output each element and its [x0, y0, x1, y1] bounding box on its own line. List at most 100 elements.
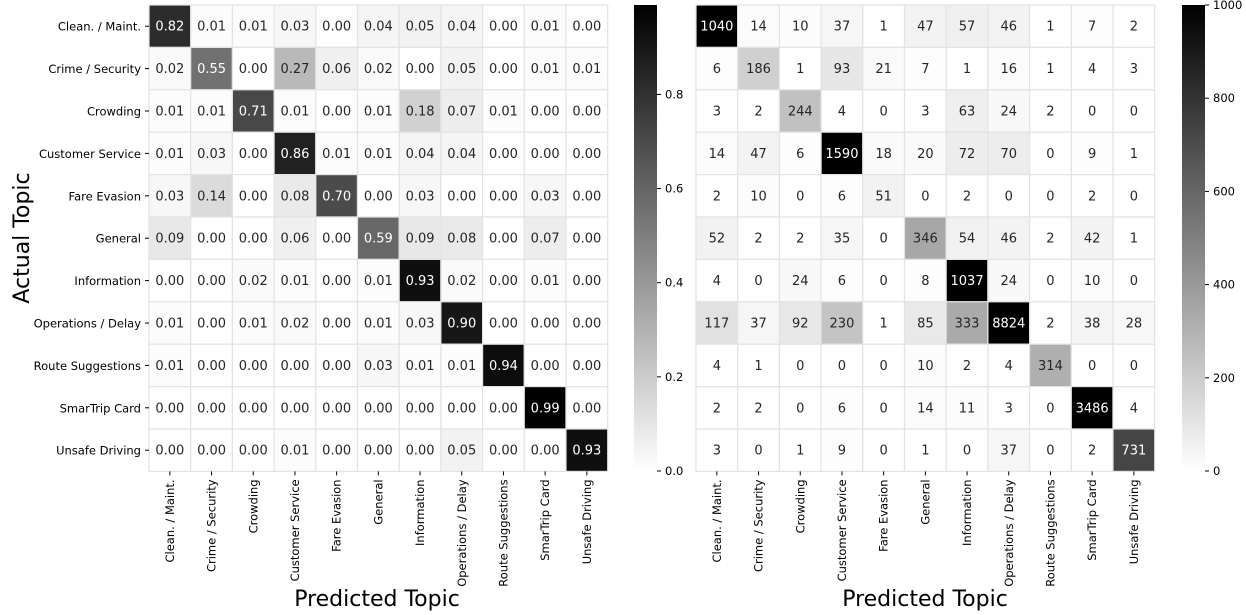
x-tick-label: Operations / Delay	[1002, 479, 1016, 587]
y-tick-label: Unsafe Driving	[56, 444, 141, 458]
cell-value-label: 70	[1000, 147, 1017, 162]
cell-value-label: 0.01	[364, 317, 393, 332]
heatmap-cell	[945, 386, 989, 430]
heatmap-cell	[356, 174, 400, 218]
cell-value-label: 0.01	[155, 359, 184, 374]
cell-value-label: 4	[713, 359, 721, 374]
cell-value-label: 314	[1038, 359, 1063, 374]
colorbar-tick-label: 0.4	[665, 276, 683, 290]
heatmap-cell	[987, 89, 1031, 133]
cell-value-label: 0.00	[197, 401, 226, 416]
cell-value-label: 0.00	[322, 444, 351, 459]
heatmap-cell	[190, 428, 233, 473]
cell-value-label: 0	[921, 189, 929, 204]
cell-value-label: 0.00	[239, 232, 268, 247]
cell-value-label: 0.00	[197, 444, 226, 459]
cell-value-label: 0.00	[364, 401, 393, 416]
heatmap-cell	[148, 258, 192, 303]
y-tick-label: Customer Service	[39, 147, 141, 161]
heatmap-cell	[695, 386, 739, 430]
heatmap-cell	[778, 258, 822, 303]
x-tick-label: Unsafe Driving	[580, 479, 594, 564]
cell-value-label: 6	[838, 189, 846, 204]
cell-value-label: 28	[1126, 317, 1143, 332]
x-tick-labels: Clean. / Maint. Crime / Security Crowding C…	[163, 471, 594, 587]
cell-value-label: 0.01	[197, 20, 226, 35]
heatmap-cell	[737, 89, 781, 133]
heatmap-cell	[231, 46, 275, 91]
cell-value-label: 0.09	[155, 232, 184, 247]
heatmap-cell	[737, 258, 781, 303]
heatmap-cell	[1070, 216, 1114, 261]
cell-value-label: 0.00	[280, 401, 309, 416]
x-tick-label: Customer Service	[288, 479, 302, 581]
cell-value-label: 8824	[992, 317, 1025, 332]
cell-value-label: 14	[917, 401, 934, 416]
cell-value-label: 2	[754, 401, 762, 416]
cell-value-label: 0.00	[531, 317, 560, 332]
heatmap-cell	[482, 428, 525, 473]
heatmap-cell	[1070, 89, 1114, 133]
cell-value-label: 0.00	[447, 401, 476, 416]
heatmap-cell	[1112, 46, 1156, 91]
cell-value-label: 0.04	[447, 147, 476, 162]
heatmap-cell	[1028, 343, 1072, 388]
heatmap-cell	[523, 174, 567, 218]
cell-value-label: 1	[1130, 147, 1138, 162]
x-tick-label: SmarTrip Card	[1085, 479, 1099, 560]
count-confusion-matrix: 1040 14 10 37 1 47 57 46 1 7 26 186 1 93 21 7 1 16 1 4 33 2 24…	[695, 0, 1242, 612]
cell-value-label: 0	[880, 232, 888, 247]
cell-value-label: 0.93	[572, 444, 601, 459]
heatmap-cell	[820, 258, 864, 303]
cell-value-label: 0	[963, 444, 971, 459]
cell-value-label: 0.00	[322, 359, 351, 374]
cell-value-label: 2	[713, 189, 721, 204]
cell-value-label: 0.00	[406, 444, 435, 459]
cell-value-label: 1037	[951, 274, 984, 289]
heatmap-cell	[356, 4, 400, 49]
cell-value-label: 2	[1046, 317, 1054, 332]
heatmap-cell	[523, 301, 567, 345]
cell-value-label: 2	[1130, 20, 1138, 35]
heatmap-cell	[440, 343, 484, 388]
cell-value-label: 0.06	[322, 62, 351, 77]
cell-value-label: 24	[1000, 274, 1017, 289]
cell-value-label: 0.00	[572, 20, 601, 35]
heatmap-cell	[440, 4, 484, 49]
cell-value-label: 9	[1088, 147, 1096, 162]
heatmap-cell	[523, 343, 567, 388]
cell-value-label: 2	[1088, 189, 1096, 204]
heatmap-cell	[1028, 4, 1072, 49]
colorbar-gradient	[634, 5, 657, 471]
cell-value-label: 0.00	[197, 359, 226, 374]
heatmap-cell	[356, 46, 400, 91]
normalized-confusion-matrix: 0.82 0.01 0.01 0.03 0.00 0.04 0.05 0.04 0.00 0.01…	[10, 4, 683, 612]
y-tick-label: Clean. / Maint.	[58, 20, 141, 34]
x-tick-label: Crowding	[793, 479, 807, 533]
cell-value-label: 0.01	[531, 274, 560, 289]
cell-value-label: 0	[1005, 189, 1013, 204]
heatmap-cell	[778, 386, 822, 430]
heatmap-cell	[987, 301, 1031, 345]
cell-value-label: 9	[838, 444, 846, 459]
cell-value-label: 1	[796, 444, 804, 459]
cell-value-label: 0.00	[322, 401, 351, 416]
heatmap-cell	[778, 216, 822, 261]
cell-value-label: 0.01	[155, 105, 184, 120]
heatmap-cell	[231, 258, 275, 303]
cell-value-label: 0.00	[531, 147, 560, 162]
cell-value-label: 3	[713, 444, 721, 459]
cell-value-label: 346	[913, 232, 938, 247]
cell-value-label: 0.00	[572, 401, 601, 416]
cell-value-label: 1	[921, 444, 929, 459]
cell-value-label: 731	[1121, 444, 1146, 459]
heatmap-cell	[987, 131, 1031, 176]
heatmap-cell	[695, 89, 739, 133]
cell-value-label: 2	[963, 359, 971, 374]
cell-value-label: 35	[834, 232, 851, 247]
cell-value-label: 0.01	[364, 105, 393, 120]
cell-value-label: 0.00	[531, 359, 560, 374]
heatmap-cell	[356, 216, 400, 261]
heatmap-cell	[565, 89, 609, 133]
